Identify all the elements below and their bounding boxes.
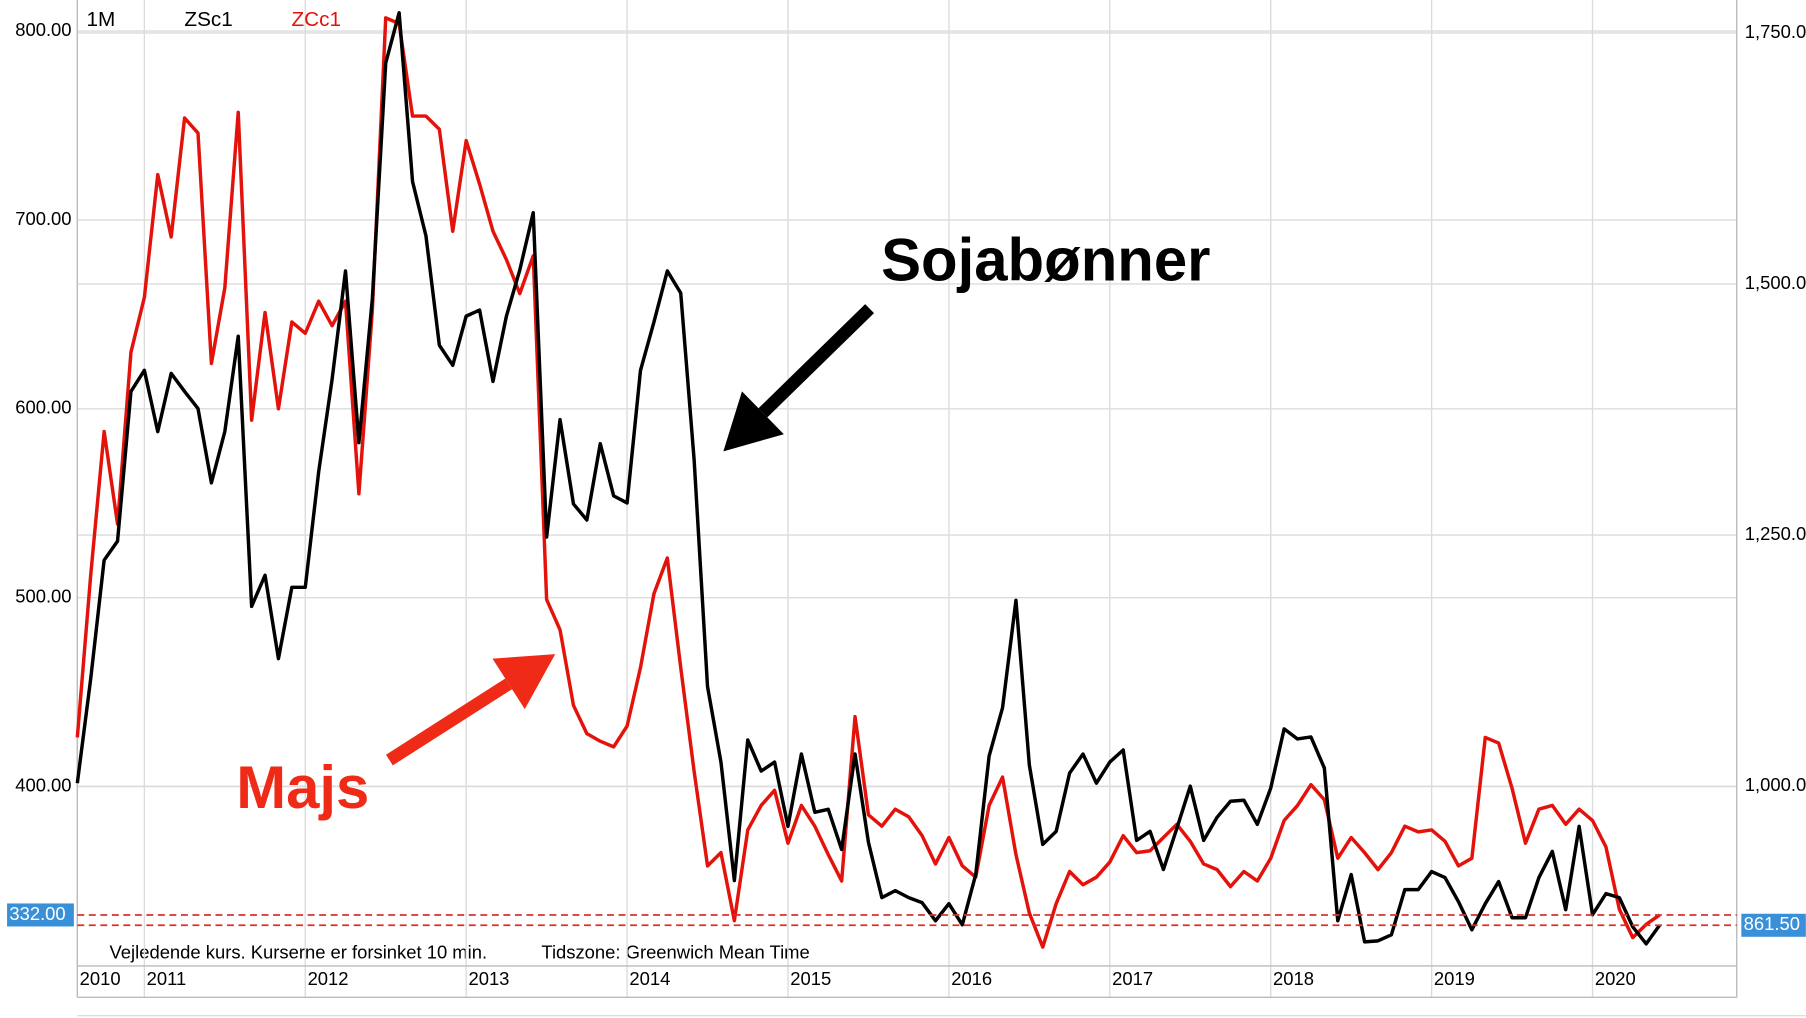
annotation: Sojabønner [881, 227, 1210, 294]
annotation-arrowhead [723, 391, 784, 452]
x-tick-label: 2020 [1595, 968, 1636, 989]
last-value-label: 332.00 [9, 903, 65, 924]
legend-entry: ZSc1 [184, 8, 232, 31]
series-line [75, 11, 1661, 946]
x-tick-label: 2014 [629, 968, 670, 989]
x-tick-label: 2010 [80, 968, 121, 989]
x-tick-label: 2018 [1273, 968, 1314, 989]
x-tick-label: 2013 [468, 968, 509, 989]
y-tick-label: 800.00 [15, 19, 71, 40]
x-tick-label: 2011 [147, 968, 187, 989]
x-tick-label: 2017 [1112, 968, 1153, 989]
x-tick-label: 2019 [1434, 968, 1475, 989]
last-value-box [7, 903, 74, 927]
x-tick-label: 2015 [790, 968, 831, 989]
y2-tick-label: 1,000.00 [1745, 774, 1806, 795]
annotation: Majs [236, 754, 369, 821]
y-tick-label: 600.00 [15, 397, 71, 418]
annotation-arrow [385, 678, 513, 766]
y2-tick-label: 1,250.00 [1745, 523, 1806, 544]
y-tick-label: 700.00 [15, 208, 71, 229]
y2-tick-label: 1,750.00 [1745, 21, 1806, 42]
y-tick-label: 400.00 [15, 774, 71, 795]
last-value-label: 861.50 [1744, 913, 1800, 934]
y-tick-label: 500.00 [15, 586, 71, 607]
delay-note: Vejledende kurs. Kurserne er forsinket 1… [110, 941, 488, 962]
timezone-note: Tidszone: Greenwich Mean Time [541, 941, 809, 962]
last-value-box [1741, 913, 1806, 937]
interval-label: 1M [87, 8, 116, 31]
annotation-arrowhead [492, 654, 556, 710]
x-tick-label: 2012 [308, 968, 349, 989]
annotation-arrow [758, 304, 875, 418]
legend-entry: ZCc1 [292, 8, 342, 31]
y2-tick-label: 1,500.00 [1745, 272, 1806, 293]
x-tick-label: 2016 [951, 968, 992, 989]
